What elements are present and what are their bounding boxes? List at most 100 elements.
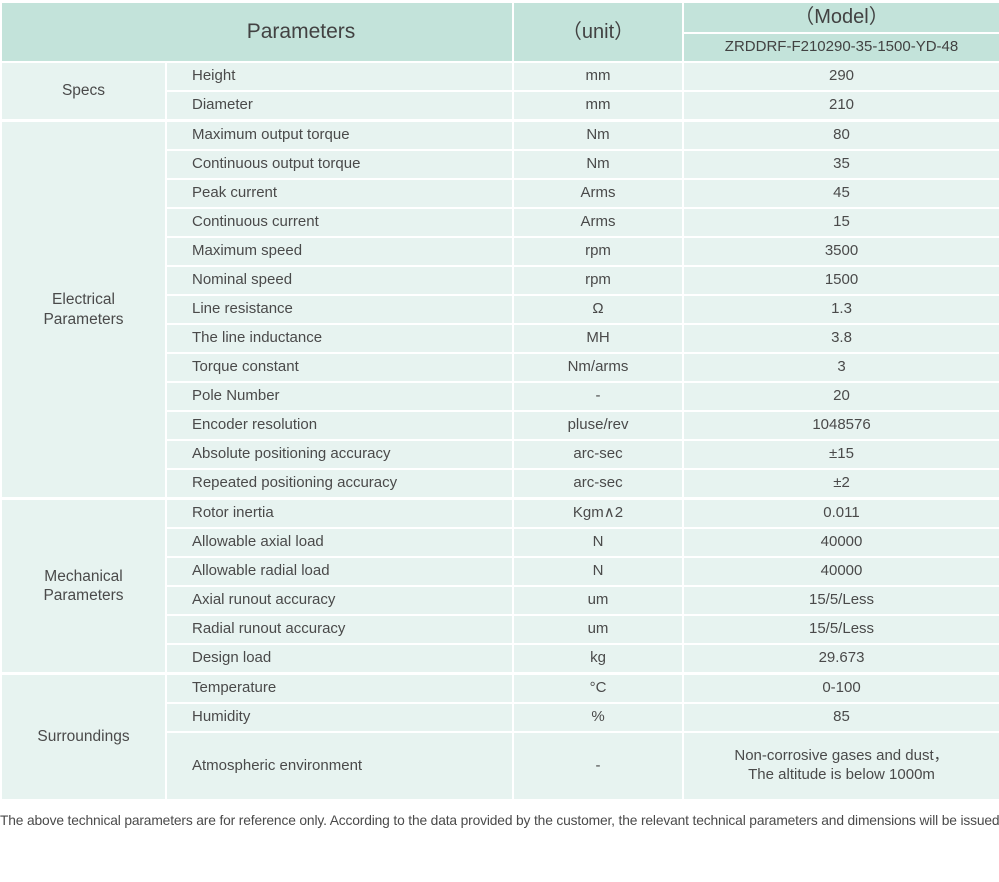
param-name-cell: Allowable axial load <box>164 527 515 558</box>
value-cell: 290 <box>682 61 999 92</box>
table-row: Allowable radial load N 40000 <box>1 556 999 587</box>
category-cell: Mechanical Parameters <box>0 497 167 675</box>
value-cell: 3.8 <box>682 323 999 354</box>
param-name-cell: Temperature <box>164 672 515 704</box>
header-row-1: Parameters （unit） （Model） <box>0 0 999 63</box>
header-row-2: ZRDDRF-F210290-35-1500-YD-48 <box>1 32 999 63</box>
param-name-cell: Absolute positioning accuracy <box>164 439 515 470</box>
value-cell: 15/5/Less <box>682 614 999 645</box>
value-cell: Non-corrosive gases and dust， The altitu… <box>682 731 999 801</box>
unit-cell: Nm <box>512 119 685 151</box>
value-cell: 0-100 <box>682 672 999 704</box>
table-row: Surroundings Temperature °C 0-100 <box>0 672 999 801</box>
unit-cell: Arms <box>512 178 685 209</box>
unit-cell: Arms <box>512 207 685 238</box>
param-name-cell: Continuous current <box>164 207 515 238</box>
unit-cell: um <box>512 614 685 645</box>
table-header: Parameters （unit） （Model） ZRDDRF-F210290… <box>0 0 999 63</box>
unit-cell: Ω <box>512 294 685 325</box>
table-row: Maximum speed rpm 3500 <box>1 236 999 267</box>
table-row: Radial runout accuracy um 15/5/Less <box>1 614 999 645</box>
param-name-cell: Nominal speed <box>164 265 515 296</box>
unit-cell: Kgm∧2 <box>512 497 685 529</box>
param-name-cell: Torque constant <box>164 352 515 383</box>
unit-cell: °C <box>512 672 685 704</box>
param-name-cell: Peak current <box>164 178 515 209</box>
header-model-number: ZRDDRF-F210290-35-1500-YD-48 <box>682 32 999 63</box>
param-name-cell: Design load <box>164 643 515 675</box>
value-cell: 40000 <box>682 556 999 587</box>
value-cell: 29.673 <box>682 643 999 675</box>
table-row: Torque constant Nm/arms 3 <box>1 352 999 383</box>
value-cell: 1.3 <box>682 294 999 325</box>
param-name-cell: Continuous output torque <box>164 149 515 180</box>
category-cell: Surroundings <box>0 672 167 801</box>
category-cell: Electrical Parameters <box>0 119 167 500</box>
value-cell: 80 <box>682 119 999 151</box>
param-name-cell: Allowable radial load <box>164 556 515 587</box>
unit-cell: N <box>512 527 685 558</box>
unit-cell: arc-sec <box>512 468 685 500</box>
table-row: Line resistance Ω 1.3 <box>1 294 999 325</box>
table-row: Atmospheric environment - Non-corrosive ga… <box>1 731 999 801</box>
spec-table-body: Specs Height mm 290 Diameter mm 210 Electrical … <box>0 61 999 801</box>
unit-cell: N <box>512 556 685 587</box>
value-cell: 85 <box>682 702 999 733</box>
unit-cell: % <box>512 702 685 733</box>
table-row: Pole Number -20 <box>1 381 999 412</box>
param-name-cell: Pole Number <box>164 381 515 412</box>
table-row: Diameter mm 210 <box>1 90 999 122</box>
table-row: Continuous output torque Nm 35 <box>1 149 999 180</box>
unit-cell: - <box>512 381 685 412</box>
value-cell: 0.011 <box>682 497 999 529</box>
value-cell: 3500 <box>682 236 999 267</box>
table-row: Absolute positioning accuracy arc-sec ±15 <box>1 439 999 470</box>
unit-cell: MH <box>512 323 685 354</box>
unit-cell: - <box>512 731 685 801</box>
value-cell: 40000 <box>682 527 999 558</box>
param-name-cell: Diameter <box>164 90 515 122</box>
value-cell: ±15 <box>682 439 999 470</box>
param-name-cell: Axial runout accuracy <box>164 585 515 616</box>
value-cell: 1500 <box>682 265 999 296</box>
value-cell: 15 <box>682 207 999 238</box>
footnote: The above technical parameters are for r… <box>0 813 999 828</box>
table-row: Humidity% 85 <box>1 702 999 733</box>
category-cell: Specs <box>0 61 167 122</box>
table-row: Electrical Parameters Maximum output torq… <box>0 119 999 500</box>
param-name-cell: Height <box>164 61 515 92</box>
value-cell: 35 <box>682 149 999 180</box>
table-row: Nominal speed rpm 1500 <box>1 265 999 296</box>
header-unit: （unit） <box>512 1 685 63</box>
table-row: The line inductance MH 3.8 <box>1 323 999 354</box>
param-name-cell: Maximum speed <box>164 236 515 267</box>
unit-cell: pluse/rev <box>512 410 685 441</box>
param-name-cell: Encoder resolution <box>164 410 515 441</box>
param-name-cell: Humidity <box>164 702 515 733</box>
table-row: Continuous current Arms 15 <box>1 207 999 238</box>
table-row: Mechanical Parameters Rotor inertia Kgm∧2 0… <box>0 497 999 675</box>
table-row: Repeated positioning accuracy arc-sec ±2 <box>1 468 999 500</box>
unit-cell: mm <box>512 61 685 92</box>
table-row: Peak current Arms 45 <box>1 178 999 209</box>
value-cell: 20 <box>682 381 999 412</box>
unit-cell: rpm <box>512 265 685 296</box>
param-name-cell: Maximum output torque <box>164 119 515 151</box>
unit-cell: Nm <box>512 149 685 180</box>
value-cell: 210 <box>682 90 999 122</box>
value-cell: ±2 <box>682 468 999 500</box>
value-cell: 45 <box>682 178 999 209</box>
param-name-cell: Repeated positioning accuracy <box>164 468 515 500</box>
unit-cell: mm <box>512 90 685 122</box>
table-row: Specs Height mm 290 <box>0 61 999 122</box>
value-cell: 1048576 <box>682 410 999 441</box>
value-cell: 3 <box>682 352 999 383</box>
header-model: （Model） <box>682 0 999 35</box>
param-name-cell: The line inductance <box>164 323 515 354</box>
unit-cell: rpm <box>512 236 685 267</box>
header-parameters: Parameters <box>0 1 515 63</box>
param-name-cell: Atmospheric environment <box>164 731 515 801</box>
unit-cell: Nm/arms <box>512 352 685 383</box>
param-name-cell: Radial runout accuracy <box>164 614 515 645</box>
unit-cell: arc-sec <box>512 439 685 470</box>
